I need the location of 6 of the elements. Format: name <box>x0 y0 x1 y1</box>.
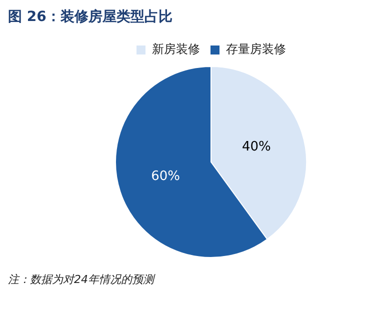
data-label: 60% <box>151 169 180 184</box>
chart-title: 图 26：装修房屋类型占比 <box>8 8 172 26</box>
data-label: 40% <box>242 140 271 155</box>
legend-label: 存量房装修 <box>226 42 286 56</box>
legend-label: 新房装修 <box>152 42 200 56</box>
text: 注：数据为对24年情况的预测 <box>8 272 156 287</box>
